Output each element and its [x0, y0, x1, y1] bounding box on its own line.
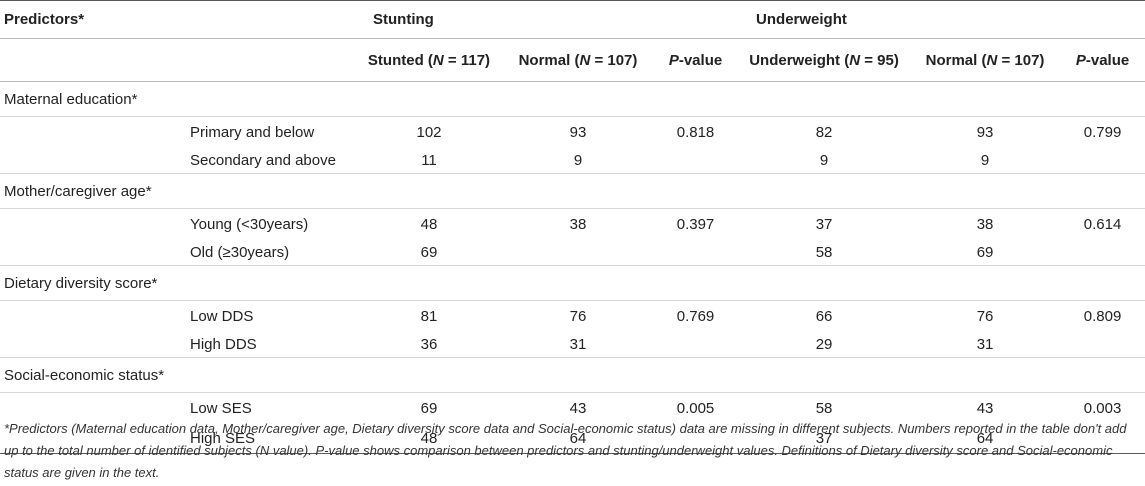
table-row: Young (<30years) 48 38 0.397 37 38 0.614 — [0, 208, 1145, 239]
col-p-value-underweight: P-value — [1060, 38, 1145, 82]
col-p-value-stunting: P-value — [653, 38, 739, 82]
stunting-group-header: Stunting — [355, 0, 739, 39]
predictors-table: Predictors* Stunting Underweight Stunted… — [0, 0, 1145, 454]
predictors-header: Predictors* — [0, 0, 355, 39]
group-row-maternal-education: Maternal education* — [0, 81, 1145, 117]
table-footnote: *Predictors (Maternal education data, Mo… — [4, 421, 1127, 480]
group-row-caregiver-age: Mother/caregiver age* — [0, 173, 1145, 209]
header-spacer — [0, 38, 355, 82]
group-row-social-economic: Social-economic status* — [0, 357, 1145, 393]
col-normal-stunting: Normal (N = 107) — [503, 38, 653, 82]
col-underweight: Underweight (N = 95) — [738, 38, 911, 82]
table-row: Low SES 69 43 0.005 58 43 0.003 — [0, 392, 1145, 423]
table-row: High SES 48 64 37 64 — [0, 423, 1145, 454]
table-row: High DDS 36 31 29 31 — [190, 335, 994, 353]
underweight-group-header: Underweight — [738, 0, 1145, 39]
col-stunted: Stunted (N = 117) — [355, 38, 503, 82]
table-row: Primary and below 102 93 0.818 82 93 0.7… — [0, 116, 1145, 147]
group-row-dietary-diversity: Dietary diversity score* — [0, 265, 1145, 301]
header-row-groups: Predictors* Stunting Underweight — [0, 0, 1145, 39]
table-row: Secondary and above 11 9 9 9 — [190, 151, 990, 169]
table-row: Old (≥30years) 69 58 69 — [190, 243, 994, 261]
table-row: Low DDS 81 76 0.769 66 76 0.809 — [0, 300, 1145, 331]
col-normal-underweight: Normal (N = 107) — [910, 38, 1061, 82]
header-row-columns: Stunted (N = 117) Normal (N = 107) P-val… — [0, 38, 1145, 82]
